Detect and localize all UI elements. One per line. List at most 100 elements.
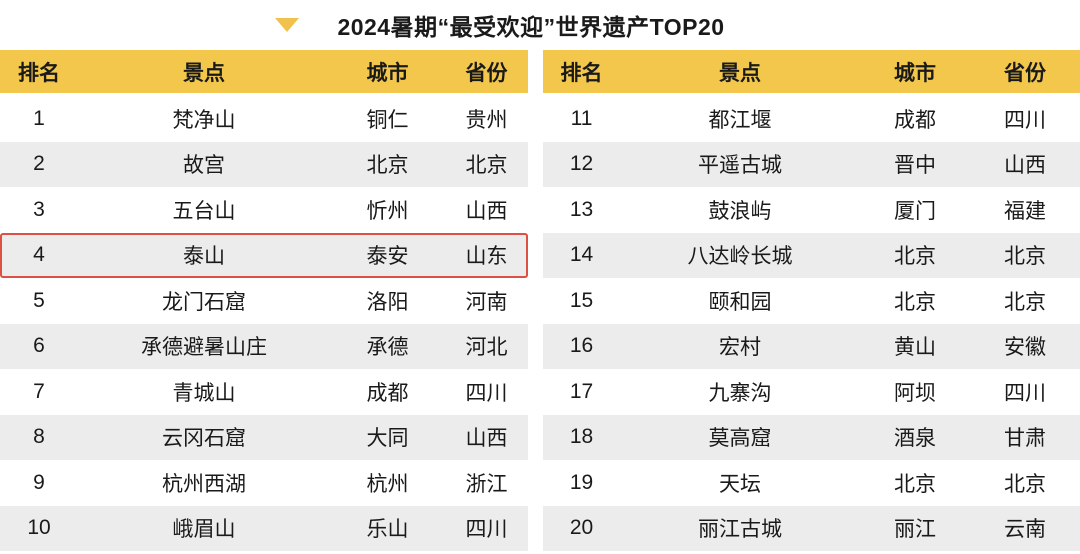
city-cell: 铜仁 — [366, 108, 409, 132]
table-row: 7 青城山 成都 四川 — [0, 369, 528, 415]
table-row: 10 峨眉山 乐山 四川 — [0, 505, 528, 551]
city-cell: 北京 — [894, 245, 936, 269]
rank-cell: 13 — [569, 197, 594, 221]
table-row: 18 莫高窟 酒泉 甘肃 — [543, 414, 1080, 460]
rank-cell: 11 — [570, 106, 593, 130]
spot-cell: 八达岭长城 — [687, 245, 793, 269]
province-cell: 浙江 — [465, 472, 508, 496]
ranking-tables: 排名 景点 城市 省份 1 梵净山 铜仁 贵州 2 故宫 北京 北京 3 五台山… — [0, 50, 1080, 551]
column-header-city: 城市 — [366, 61, 409, 85]
table-row: 5 龙门石窟 洛阳 河南 — [0, 278, 528, 324]
province-cell: 甘肃 — [1004, 427, 1046, 451]
spot-cell: 九寨沟 — [708, 381, 772, 405]
spot-cell: 泰山 — [183, 245, 225, 269]
spot-cell: 五台山 — [172, 199, 236, 223]
province-cell: 四川 — [1004, 108, 1046, 132]
spot-cell: 杭州西湖 — [162, 472, 246, 496]
city-cell: 忻州 — [366, 199, 409, 223]
province-cell: 四川 — [1004, 381, 1046, 405]
province-cell: 北京 — [1004, 245, 1046, 269]
table-row: 17 九寨沟 阿坝 四川 — [543, 369, 1080, 415]
table-row: 12 平遥古城 晋中 山西 — [543, 141, 1080, 187]
province-cell: 安徽 — [1004, 336, 1046, 360]
province-cell: 云南 — [1004, 518, 1046, 542]
table-row: 15 颐和园 北京 北京 — [543, 278, 1080, 324]
rank-cell: 1 — [33, 106, 45, 130]
column-header-spot: 景点 — [183, 61, 225, 85]
spot-cell: 平遥古城 — [698, 154, 782, 178]
province-cell: 四川 — [465, 518, 508, 542]
table-row: 2 故宫 北京 北京 — [0, 141, 528, 187]
city-cell: 承德 — [366, 336, 409, 360]
table-row: 9 杭州西湖 杭州 浙江 — [0, 460, 528, 506]
ranking-table-left: 排名 景点 城市 省份 1 梵净山 铜仁 贵州 2 故宫 北京 北京 3 五台山… — [0, 50, 528, 551]
city-cell: 北京 — [894, 290, 936, 314]
spot-cell: 颐和园 — [708, 290, 772, 314]
rank-cell: 6 — [33, 334, 45, 358]
rank-cell: 4 — [33, 243, 45, 267]
spot-cell: 天坛 — [719, 472, 761, 496]
city-cell: 酒泉 — [894, 427, 936, 451]
rank-cell: 18 — [569, 425, 594, 449]
rank-cell: 7 — [33, 379, 45, 403]
rank-cell: 8 — [33, 425, 45, 449]
province-cell: 福建 — [1004, 199, 1046, 223]
spot-cell: 莫高窟 — [708, 427, 772, 451]
rank-cell: 2 — [33, 152, 45, 176]
city-cell: 成都 — [894, 108, 936, 132]
table-row: 6 承德避暑山庄 承德 河北 — [0, 323, 528, 369]
table-row: 20 丽江古城 丽江 云南 — [543, 505, 1080, 551]
rank-cell: 9 — [33, 470, 45, 494]
table-row: 1 梵净山 铜仁 贵州 — [0, 96, 528, 142]
city-cell: 厦门 — [894, 199, 936, 223]
table-row: 13 鼓浪屿 厦门 福建 — [543, 187, 1080, 233]
column-header-spot: 景点 — [719, 61, 761, 85]
province-cell: 北京 — [1004, 472, 1046, 496]
province-cell: 河北 — [465, 336, 508, 360]
triangle-down-icon — [275, 18, 300, 32]
spot-cell: 青城山 — [172, 381, 236, 405]
column-header-province: 省份 — [465, 61, 508, 85]
spot-cell: 承德避暑山庄 — [141, 336, 267, 360]
title-bar: 2024暑期“最受欢迎”世界遗产TOP20 — [0, 0, 1040, 50]
rank-cell: 12 — [569, 152, 594, 176]
city-cell: 晋中 — [894, 154, 936, 178]
rank-cell: 20 — [569, 516, 594, 540]
spot-cell: 峨眉山 — [172, 518, 236, 542]
province-cell: 贵州 — [465, 108, 508, 132]
spot-cell: 龙门石窟 — [162, 290, 246, 314]
table-row: 19 天坛 北京 北京 — [543, 460, 1080, 506]
province-cell: 山西 — [465, 199, 508, 223]
rank-cell: 15 — [569, 288, 594, 312]
column-header-rank: 排名 — [560, 61, 603, 85]
spot-cell: 鼓浪屿 — [708, 199, 772, 223]
province-cell: 山西 — [1004, 154, 1046, 178]
table-row: 11 都江堰 成都 四川 — [543, 96, 1080, 142]
province-cell: 北京 — [1004, 290, 1046, 314]
province-cell: 山东 — [465, 245, 508, 269]
table-row: 4 泰山 泰安 山东 — [0, 232, 528, 278]
city-cell: 北京 — [894, 472, 936, 496]
page-title: 2024暑期“最受欢迎”世界遗产TOP20 — [337, 14, 725, 40]
table-row: 3 五台山 忻州 山西 — [0, 187, 528, 233]
city-cell: 北京 — [366, 154, 409, 178]
city-cell: 泰安 — [366, 245, 409, 269]
province-cell: 山西 — [465, 427, 508, 451]
city-cell: 乐山 — [366, 518, 409, 542]
rank-cell: 17 — [569, 379, 594, 403]
province-cell: 北京 — [465, 154, 508, 178]
rank-cell: 19 — [569, 470, 594, 494]
table-row: 16 宏村 黄山 安徽 — [543, 323, 1080, 369]
city-cell: 阿坝 — [894, 381, 936, 405]
city-cell: 大同 — [366, 427, 409, 451]
province-cell: 四川 — [465, 381, 508, 405]
table-header-row: 排名 景点 城市 省份 — [543, 50, 1080, 93]
column-header-rank: 排名 — [18, 61, 60, 85]
spot-cell: 都江堰 — [708, 108, 772, 132]
table-body: 11 都江堰 成都 四川 12 平遥古城 晋中 山西 13 鼓浪屿 厦门 福建 … — [543, 96, 1080, 551]
city-cell: 丽江 — [894, 518, 936, 542]
rank-cell: 14 — [569, 243, 594, 267]
spot-cell: 云冈石窟 — [162, 427, 246, 451]
table-body: 1 梵净山 铜仁 贵州 2 故宫 北京 北京 3 五台山 忻州 山西 4 泰山 … — [0, 96, 528, 551]
table-row: 8 云冈石窟 大同 山西 — [0, 414, 528, 460]
